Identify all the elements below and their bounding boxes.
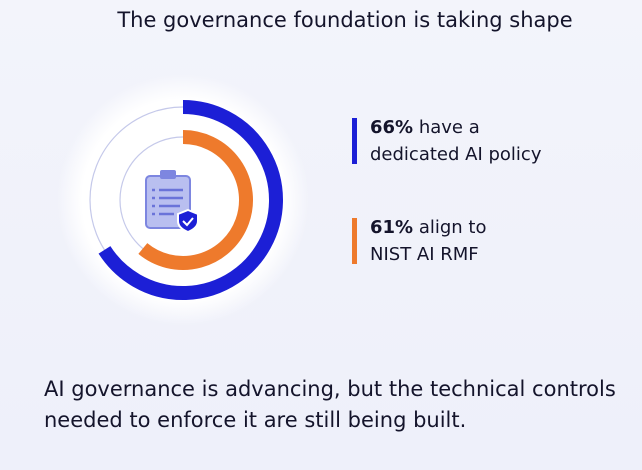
caption: AI governance is advancing, but the tech… [44, 377, 616, 432]
chart-title: The governance foundation is taking shap… [117, 8, 573, 32]
value-label: 66% [370, 117, 414, 138]
legend-item: 61% align to NIST AI RMF [352, 214, 520, 268]
legend-item: 66% have a dedicated AI policy [352, 114, 560, 168]
legend-swatch [352, 218, 357, 264]
clipboard-icon [145, 170, 199, 234]
legend-label: have a dedicated AI policy [370, 117, 542, 165]
ring-bar [98, 100, 283, 300]
ring-bar [138, 130, 253, 270]
value-label: 61% [370, 217, 414, 238]
legend-swatch [352, 118, 357, 164]
legend-label: align to NIST AI RMF [370, 217, 487, 265]
